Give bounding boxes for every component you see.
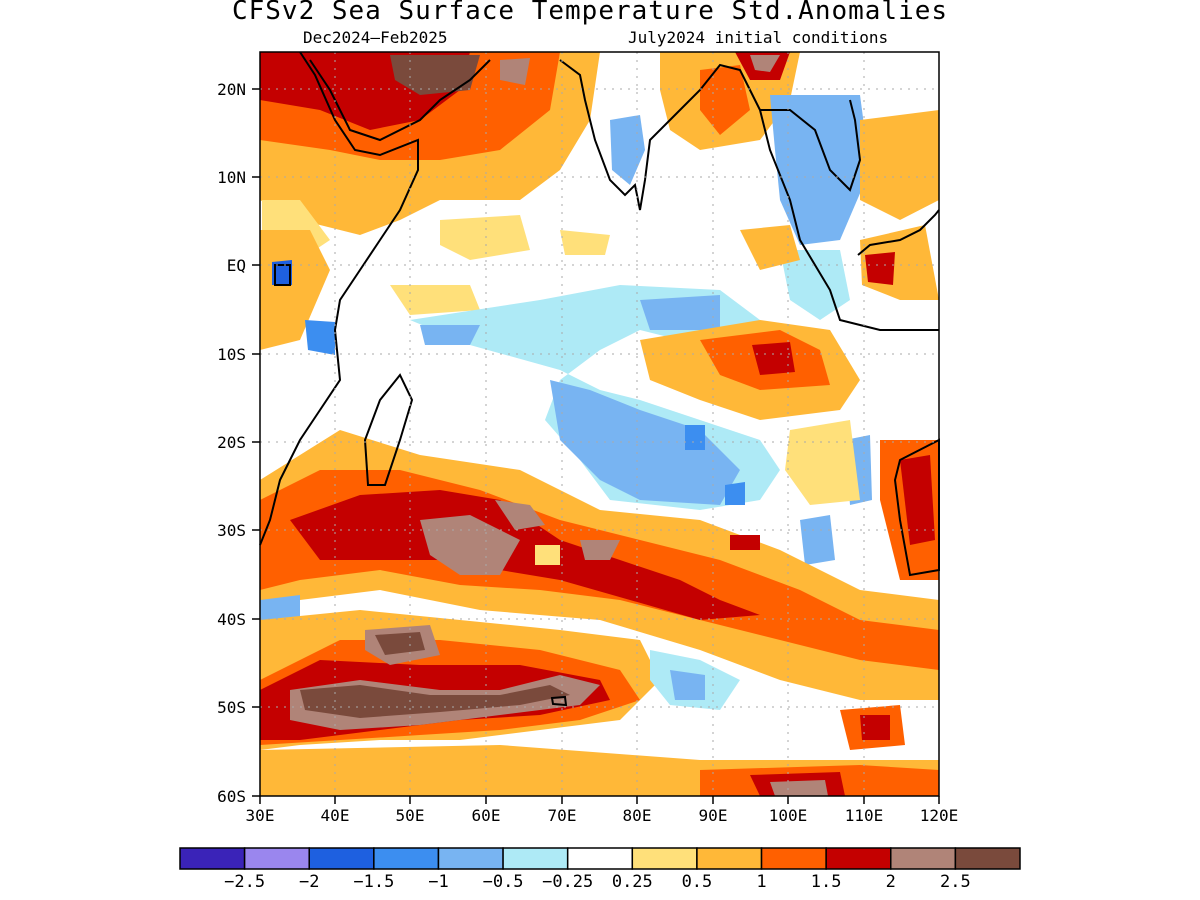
colorbar-swatch [502, 847, 569, 870]
y-tick-label: 40S [217, 610, 246, 629]
colorbar-swatch [243, 847, 310, 870]
x-tick-label: 50E [396, 806, 425, 825]
colorbar-label: −1 [428, 872, 448, 892]
y-tick-label: 50S [217, 698, 246, 717]
colorbar: −2.5 −2 −1.5 −1 −0.5 −0.25 0.25 0.5 1 1.5 2 2.5 [179, 847, 1021, 892]
colorbar-swatch [696, 847, 763, 870]
y-axis [252, 88, 260, 797]
x-axis [259, 796, 940, 804]
colorbar-swatch [760, 847, 827, 870]
colorbar-label: 2 [886, 872, 896, 892]
colorbar-swatch [308, 847, 375, 870]
initial-conditions: July2024 initial conditions [628, 28, 889, 47]
colorbar-swatch [825, 847, 892, 870]
x-tick-label: 80E [623, 806, 652, 825]
y-tick-label: 10S [217, 345, 246, 364]
x-tick-label: 120E [920, 806, 959, 825]
forecast-period: Dec2024–Feb2025 [303, 28, 448, 47]
gridlines [260, 52, 939, 796]
colorbar-label: −2 [299, 872, 319, 892]
colorbar-swatch [373, 847, 440, 870]
x-tick-label: 100E [769, 806, 808, 825]
colorbar-swatch [566, 847, 634, 870]
colorbar-label: 2.5 [940, 872, 971, 892]
y-tick-label: 10N [217, 168, 246, 187]
y-tick-label: EQ [227, 256, 246, 275]
x-tick-label: 110E [845, 806, 884, 825]
colorbar-label: −0.25 [542, 872, 593, 892]
colorbar-label: −2.5 [224, 872, 265, 892]
anomaly-field [260, 52, 939, 796]
y-tick-label: 30S [217, 521, 246, 540]
colorbar-swatch [954, 847, 1021, 870]
plot-frame [259, 51, 940, 797]
x-tick-label: 40E [321, 806, 350, 825]
map-title: CFSv2 Sea Surface Temperature Std.Anomal… [231, 0, 949, 26]
colorbar-swatch [179, 847, 246, 870]
colorbar-label: 1.5 [811, 872, 842, 892]
coastlines [259, 51, 940, 707]
colorbar-label: 1 [756, 872, 766, 892]
x-tick-label: 90E [699, 806, 728, 825]
x-tick-label: 70E [548, 806, 577, 825]
colorbar-label: 0.25 [612, 872, 653, 892]
colorbar-swatch [437, 847, 504, 870]
x-tick-label: 30E [246, 806, 275, 825]
y-tick-label: 60S [217, 787, 246, 806]
x-tick-label: 60E [472, 806, 501, 825]
y-tick-label: 20N [217, 80, 246, 99]
colorbar-label: −0.5 [483, 872, 524, 892]
colorbar-label: 0.5 [682, 872, 713, 892]
y-tick-label: 20S [217, 433, 246, 452]
colorbar-swatch [890, 847, 957, 870]
colorbar-swatch [631, 847, 698, 870]
colorbar-label: −1.5 [353, 872, 394, 892]
